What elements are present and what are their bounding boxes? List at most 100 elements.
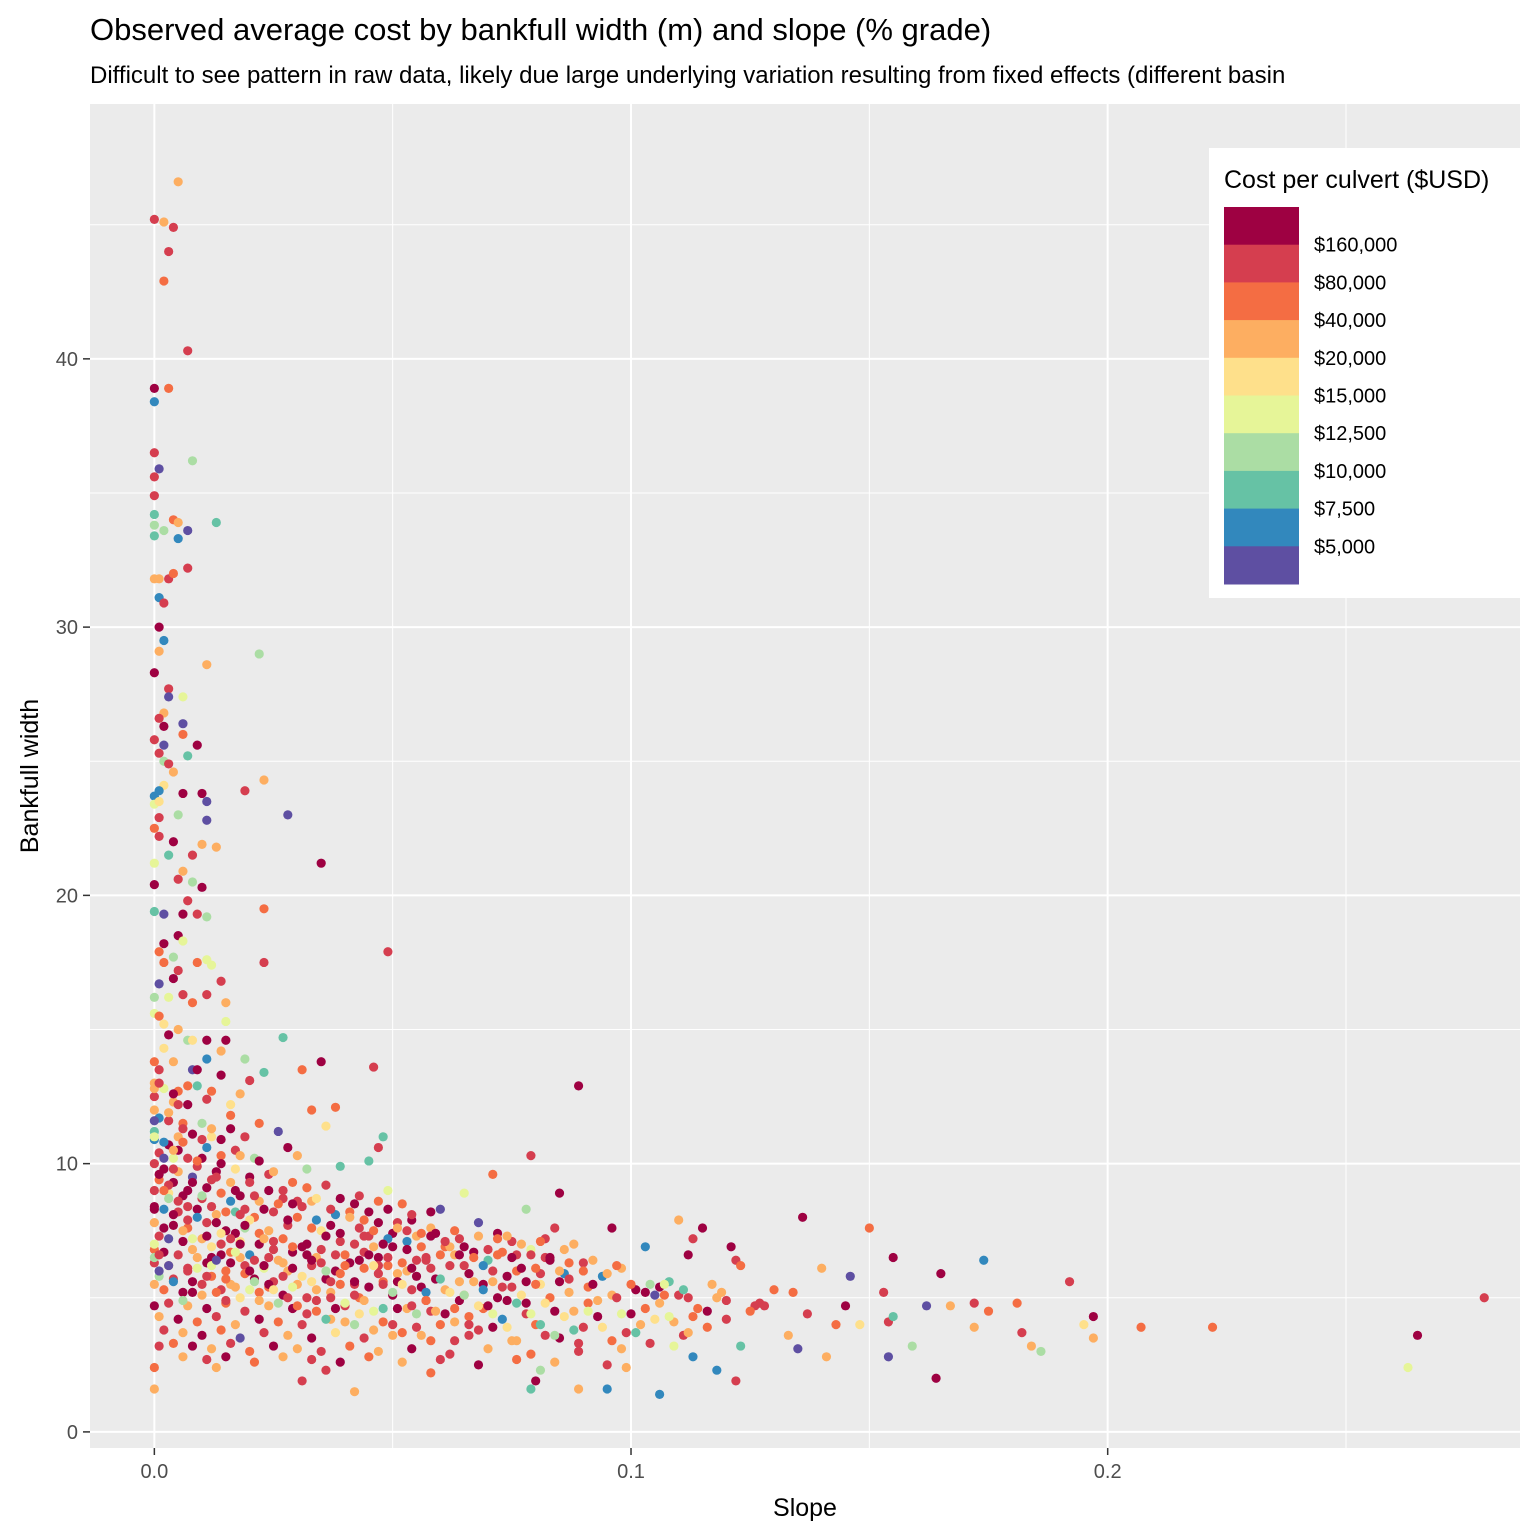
scatter-point: [307, 1223, 317, 1233]
x-axis-label: Slope: [773, 1494, 837, 1522]
scatter-point: [183, 1185, 193, 1196]
scatter-point: [531, 1279, 541, 1289]
scatter-point: [464, 1330, 474, 1340]
scatter-point: [702, 1306, 712, 1316]
scatter-point: [1412, 1330, 1423, 1340]
scatter-point: [187, 1129, 198, 1139]
scatter-point: [206, 1242, 217, 1252]
scatter-point: [483, 1344, 493, 1354]
scatter-point: [197, 1191, 207, 1201]
scatter-point: [164, 383, 174, 393]
scatter-point: [364, 1282, 374, 1292]
scatter-point: [450, 1317, 460, 1327]
scatter-point: [240, 1220, 250, 1230]
scatter-point: [345, 1341, 355, 1351]
scatter-point: [745, 1306, 755, 1316]
scatter-point: [369, 1325, 379, 1335]
scatter-point: [712, 1293, 722, 1303]
scatter-point: [216, 1046, 226, 1056]
scatter-point: [206, 1086, 217, 1096]
scatter-point: [183, 1100, 193, 1110]
scatter-point: [192, 1252, 202, 1263]
scatter-point: [364, 1352, 374, 1362]
scatter-point: [168, 1164, 179, 1174]
scatter-point: [230, 1247, 240, 1257]
scatter-point: [278, 1352, 288, 1362]
scatter-point: [149, 472, 159, 482]
scatter-point: [178, 1352, 188, 1362]
legend-color-key: [1224, 207, 1299, 246]
scatter-point: [197, 1330, 207, 1340]
scatter-point: [655, 1389, 665, 1399]
scatter-point: [183, 751, 193, 761]
scatter-point: [340, 1260, 350, 1271]
scatter-point: [173, 874, 183, 884]
scatter-point: [173, 1196, 183, 1206]
scatter-point: [216, 1070, 226, 1080]
scatter-point: [407, 1301, 417, 1311]
scatter-point: [307, 1105, 317, 1115]
scatter-point: [502, 1271, 512, 1281]
scatter-point: [245, 1285, 255, 1295]
scatter-point: [693, 1303, 703, 1314]
scatter-point: [254, 1295, 264, 1306]
scatter-point: [416, 1242, 426, 1252]
scatter-point: [354, 1255, 364, 1265]
scatter-point: [164, 850, 174, 860]
scatter-point: [411, 1255, 422, 1265]
scatter-point: [192, 957, 202, 968]
scatter-point: [473, 1231, 484, 1241]
scatter-point: [211, 1218, 221, 1228]
scatter-point: [268, 1341, 279, 1351]
scatter-point: [492, 1293, 503, 1303]
scatter-point: [178, 1328, 188, 1338]
scatter-point: [554, 1277, 565, 1287]
scatter-point: [1088, 1311, 1098, 1322]
scatter-point: [473, 1325, 484, 1335]
scatter-point: [149, 992, 159, 1002]
scatter-point: [550, 1330, 560, 1340]
scatter-point: [149, 1384, 159, 1394]
scatter-point: [411, 1322, 422, 1332]
scatter-point: [192, 740, 202, 750]
scatter-point: [159, 1043, 169, 1053]
scatter-point: [206, 1344, 217, 1354]
scatter-point: [211, 1255, 221, 1265]
scatter-point: [154, 1266, 164, 1276]
scatter-point: [373, 1218, 383, 1228]
scatter-point: [426, 1231, 436, 1241]
scatter-point: [678, 1285, 689, 1295]
scatter-point: [454, 1277, 465, 1287]
scatter-point: [326, 1277, 336, 1287]
scatter-point: [178, 719, 188, 729]
scatter-point: [330, 1328, 341, 1338]
scatter-point: [202, 796, 212, 807]
scatter-point: [650, 1314, 660, 1324]
scatter-point: [845, 1271, 855, 1281]
scatter-point: [173, 517, 183, 528]
scatter-point: [235, 1089, 245, 1099]
scatter-point: [154, 748, 164, 758]
scatter-point: [631, 1328, 641, 1338]
scatter-point: [221, 1266, 231, 1276]
scatter-point: [173, 177, 183, 187]
scatter-point: [316, 858, 326, 868]
scatter-point: [278, 1032, 288, 1043]
scatter-point: [659, 1279, 669, 1289]
scatter-point: [173, 965, 183, 976]
scatter-point: [159, 635, 169, 646]
scatter-point: [430, 1306, 441, 1316]
scatter-point: [383, 947, 393, 957]
scatter-point: [192, 1263, 202, 1273]
scatter-point: [321, 1365, 331, 1375]
scatter-point: [249, 1277, 260, 1287]
scatter-point: [221, 1352, 231, 1362]
scatter-point: [688, 1352, 698, 1362]
scatter-point: [454, 1234, 465, 1244]
scatter-point: [712, 1365, 722, 1375]
scatter-point: [264, 1301, 274, 1311]
scatter-point: [316, 1258, 326, 1268]
scatter-point: [612, 1260, 622, 1271]
scatter-point: [192, 1156, 202, 1166]
scatter-point: [187, 1177, 198, 1188]
